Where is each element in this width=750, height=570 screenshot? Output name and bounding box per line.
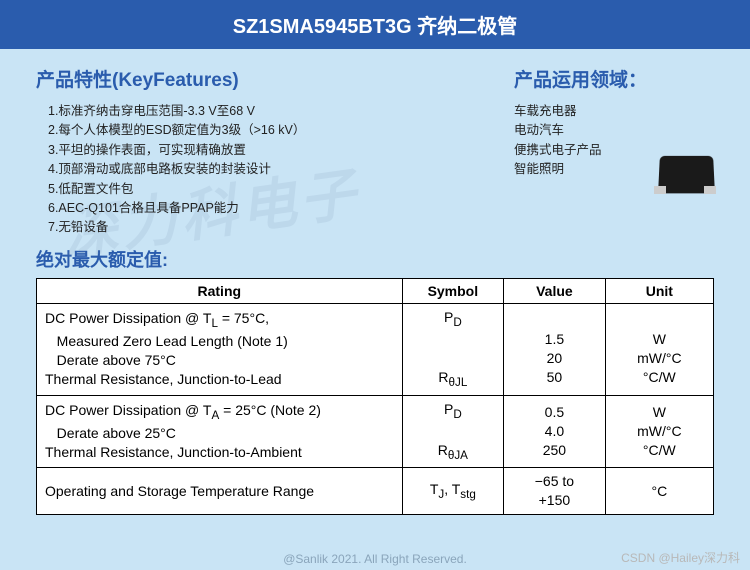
rating-cell: DC Power Dissipation @ TA = 25°C (Note 2… [37, 395, 403, 468]
features-section: 产品特性(KeyFeatures) 1.标准齐纳击穿电压范围-3.3 V至68 … [36, 65, 514, 238]
feature-item: 7.无铅设备 [48, 218, 514, 237]
table-header-row: Rating Symbol Value Unit [37, 278, 714, 303]
applications-title: 产品运用领域： [514, 65, 714, 92]
feature-item: 3.平坦的操作表面，可实现精确放置 [48, 141, 514, 160]
value-cell: 1.52050 [504, 303, 606, 395]
col-unit: Unit [605, 278, 713, 303]
features-list: 1.标准齐纳击穿电压范围-3.3 V至68 V2.每个人体模型的ESD额定值为3… [36, 102, 514, 238]
feature-item: 6.AEC-Q101合格且具备PPAP能力 [48, 199, 514, 218]
chip-icon [654, 150, 724, 200]
top-row: 产品特性(KeyFeatures) 1.标准齐纳击穿电压范围-3.3 V至68 … [36, 65, 714, 238]
col-value: Value [504, 278, 606, 303]
unit-cell: WmW/°C°C/W [605, 395, 713, 468]
feature-item: 4.顶部滑动或底部电路板安装的封装设计 [48, 160, 514, 179]
symbol-cell: PDRθJA [402, 395, 504, 468]
unit-cell: WmW/°C°C/W [605, 303, 713, 395]
table-row: DC Power Dissipation @ TA = 25°C (Note 2… [37, 395, 714, 468]
application-item: 车载充电器 [514, 102, 714, 121]
symbol-cell: TJ, Tstg [402, 468, 504, 515]
unit-cell: °C [605, 468, 713, 515]
csdn-attribution: CSDN @Hailey深力科 [621, 549, 740, 566]
application-item: 电动汽车 [514, 121, 714, 140]
page-header: SZ1SMA5945BT3G 齐纳二极管 [0, 0, 750, 49]
col-symbol: Symbol [402, 278, 504, 303]
table-row: DC Power Dissipation @ TL = 75°C, Measur… [37, 303, 714, 395]
ratings-title: 绝对最大额定值: [36, 246, 714, 272]
header-title: SZ1SMA5945BT3G 齐纳二极管 [233, 16, 518, 38]
symbol-cell: PDRθJL [402, 303, 504, 395]
features-title: 产品特性(KeyFeatures) [36, 65, 514, 92]
content-area: 深力科电子 产品特性(KeyFeatures) 1.标准齐纳击穿电压范围-3.3… [0, 49, 750, 515]
col-rating: Rating [37, 278, 403, 303]
applications-section: 产品运用领域： 车载充电器电动汽车便携式电子产品智能照明 [514, 65, 714, 238]
feature-item: 5.低配置文件包 [48, 180, 514, 199]
feature-item: 2.每个人体模型的ESD额定值为3级（>16 kV） [48, 121, 514, 140]
value-cell: 0.54.0250 [504, 395, 606, 468]
rating-cell: DC Power Dissipation @ TL = 75°C, Measur… [37, 303, 403, 395]
table-row: Operating and Storage Temperature RangeT… [37, 468, 714, 515]
rating-cell: Operating and Storage Temperature Range [37, 468, 403, 515]
feature-item: 1.标准齐纳击穿电压范围-3.3 V至68 V [48, 102, 514, 121]
ratings-table: Rating Symbol Value Unit DC Power Dissip… [36, 278, 714, 516]
value-cell: −65 to+150 [504, 468, 606, 515]
